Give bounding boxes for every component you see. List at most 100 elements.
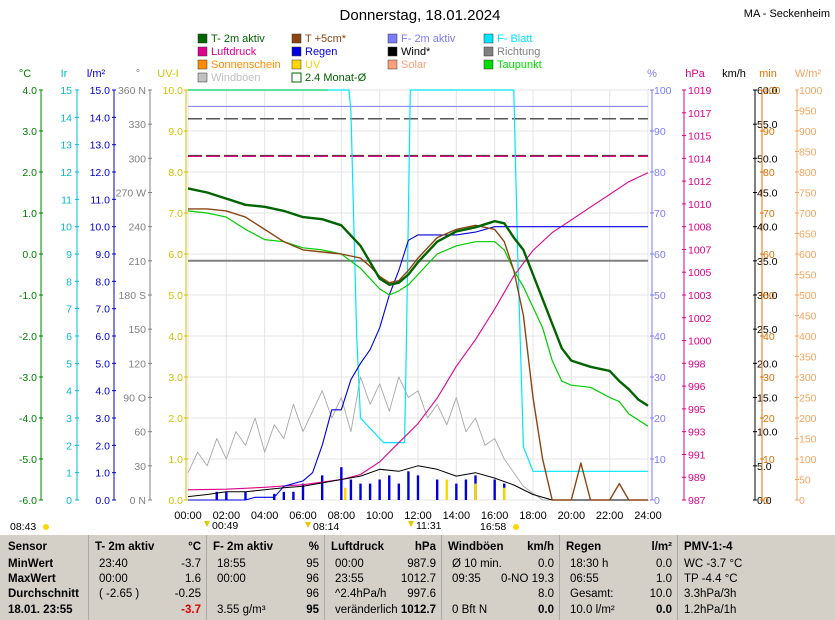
- sun-marker-label: 08:14: [313, 521, 339, 533]
- stats-time: 18:30 h: [570, 558, 609, 570]
- rain-bar: [349, 479, 353, 500]
- axis-tick-label: 10.0: [90, 222, 111, 234]
- stats-value: 96: [306, 573, 319, 585]
- rain-bar: [282, 491, 286, 500]
- legend-swatch: [291, 72, 302, 83]
- axis-tick-label: 900: [799, 126, 817, 138]
- axis-tick-label: 1017: [688, 108, 712, 120]
- sun-marker-label: 11:31: [416, 520, 442, 532]
- axis-tick-label: 6.0: [168, 249, 183, 261]
- rain-bar: [359, 483, 362, 500]
- axis-tick-label: 100: [763, 85, 781, 97]
- stats-row-label: 18.01. 23:55: [8, 604, 73, 616]
- rain-bar: [301, 483, 305, 500]
- axis-tick-label: -1.0: [19, 290, 37, 302]
- axis-tick-label: 0.0: [168, 495, 183, 507]
- axis-tick-label: 45.0: [757, 188, 778, 200]
- time-axis-label: 22:00: [596, 510, 624, 522]
- stats-time: 00:00: [99, 573, 128, 585]
- axis-tick-label: 350: [799, 352, 817, 364]
- axis-tick-label: 210: [128, 256, 146, 268]
- legend-label: UV: [305, 59, 321, 71]
- axis-tick-label: 60: [763, 249, 775, 261]
- legend-label: 2.4 Monat-Ø: [305, 72, 367, 84]
- axis-tick-label: -6.0: [19, 495, 37, 507]
- axis-tick-label: 1012: [688, 176, 712, 188]
- axis-tick-label: 0: [654, 495, 660, 507]
- stats-row-label: MinWert: [8, 558, 54, 570]
- stats-value: -0.25: [174, 588, 201, 600]
- stats-wind-column: Windböen km/h Ø 10 min. 0.0 09:35 0-NO 19.3 8.…: [441, 535, 560, 620]
- stats-time: 23:55: [335, 573, 364, 585]
- rain-bar: [435, 479, 439, 500]
- axis-tick-label: 50: [763, 290, 775, 302]
- series-line: [187, 465, 648, 501]
- axis-tick-label: 4.0: [168, 331, 183, 343]
- time-axis-label: 00:00: [174, 510, 202, 522]
- axis-tick-label: 30: [654, 372, 666, 384]
- stats-time: 23:40: [99, 558, 128, 570]
- axis-tick-label: -4.0: [19, 413, 37, 425]
- legend: T- 2m aktiv T +5cm* F- 2m aktiv F- Blatt Luf…: [197, 33, 542, 84]
- axis-tick-label: 9.0: [168, 126, 183, 138]
- axis-tick-label: 0: [66, 495, 72, 507]
- axis-tick-label: 8: [66, 276, 72, 288]
- axis-tick-label: 200: [799, 413, 817, 425]
- weather-chart: Donnerstag, 18.01.2024 MA - Seckenheim T…: [10, 7, 830, 533]
- stats-time: ^2.4hPa/h: [335, 588, 387, 600]
- legend-swatch: [197, 59, 208, 70]
- axis-tick-label: 40: [654, 331, 666, 343]
- time-axis-label: 14:00: [443, 510, 471, 522]
- rain-bar: [320, 475, 324, 500]
- stats-temp-column: T- 2m aktiv °C 23:40 -3.7 00:00 1.6 ( -2.65 ) -…: [88, 535, 207, 620]
- chart-title: Donnerstag, 18.01.2024: [340, 7, 501, 24]
- sun-icon: [43, 524, 49, 530]
- axis-tick-label: 15: [60, 85, 72, 97]
- axis-tick-label: 3.0: [168, 372, 183, 384]
- axis-tick-label: 5.0: [95, 358, 110, 370]
- stats-hum-column: F- 2m aktiv% 18:55 95 00:00 96 96 3.55 g/m³ 95: [206, 535, 325, 620]
- legend-label: F- Blatt: [497, 33, 532, 45]
- axis-tick-label: 60: [654, 249, 666, 261]
- stats-time: 00:00: [217, 573, 246, 585]
- axis-tick-label: 1002: [688, 313, 712, 325]
- stats-time: 09:35: [452, 573, 481, 585]
- axis-tick-label: 991: [688, 449, 706, 461]
- series-line: [187, 376, 648, 501]
- moon-icon: [204, 521, 210, 527]
- stats-unit: l/m²: [651, 541, 672, 553]
- stats-sensor-column: Sensor MinWert MaxWert Durchschnitt 18.0…: [0, 535, 88, 620]
- sun-marker-label: 00:49: [212, 520, 238, 532]
- axis-tick-label: 100: [654, 85, 672, 97]
- stats-value: 0-NO 19.3: [500, 573, 554, 585]
- rain-bar: [455, 483, 458, 500]
- stats-value: 95: [306, 558, 319, 570]
- stats-value: 1.6: [185, 573, 201, 585]
- axis-tick-label: 450: [799, 311, 817, 323]
- stats-value: 987.9: [407, 558, 436, 570]
- stats-press-column: Luftdruck hPa 00:00 987.9 23:55 1012.7 ^2.4hPa…: [324, 535, 442, 620]
- axis-tick-label: 500: [799, 290, 817, 302]
- legend-label: Luftdruck: [211, 46, 257, 58]
- axis-tick-label: 3: [66, 413, 72, 425]
- axis-tick-label: 7.0: [95, 304, 110, 316]
- axis-tick-label: 10: [654, 454, 666, 466]
- rain-bar: [407, 471, 410, 500]
- axis-tick-label: 9: [66, 249, 72, 261]
- time-axis-label: 18:00: [519, 510, 547, 522]
- axis-tick-label: 5.0: [168, 290, 183, 302]
- sun-icon: [513, 524, 519, 530]
- axis-tick-label: 9.0: [95, 249, 110, 261]
- rain-bar: [225, 491, 228, 500]
- axis-tick-label: 90: [654, 126, 666, 138]
- stats-pmv-line: 3.3hPa/3h: [684, 588, 737, 600]
- axis-tick-label: 20.0: [757, 358, 778, 370]
- plot-area: [187, 89, 649, 501]
- rain-bar: [244, 491, 247, 500]
- legend-swatch: [483, 59, 494, 70]
- axis-unit-label: UV-I: [157, 68, 178, 80]
- axis-tick-label: 270 W: [116, 188, 146, 200]
- axis-tick-label: 2.0: [22, 167, 37, 179]
- stats-unit: °C: [188, 541, 201, 553]
- legend-label: Richtung: [497, 46, 540, 58]
